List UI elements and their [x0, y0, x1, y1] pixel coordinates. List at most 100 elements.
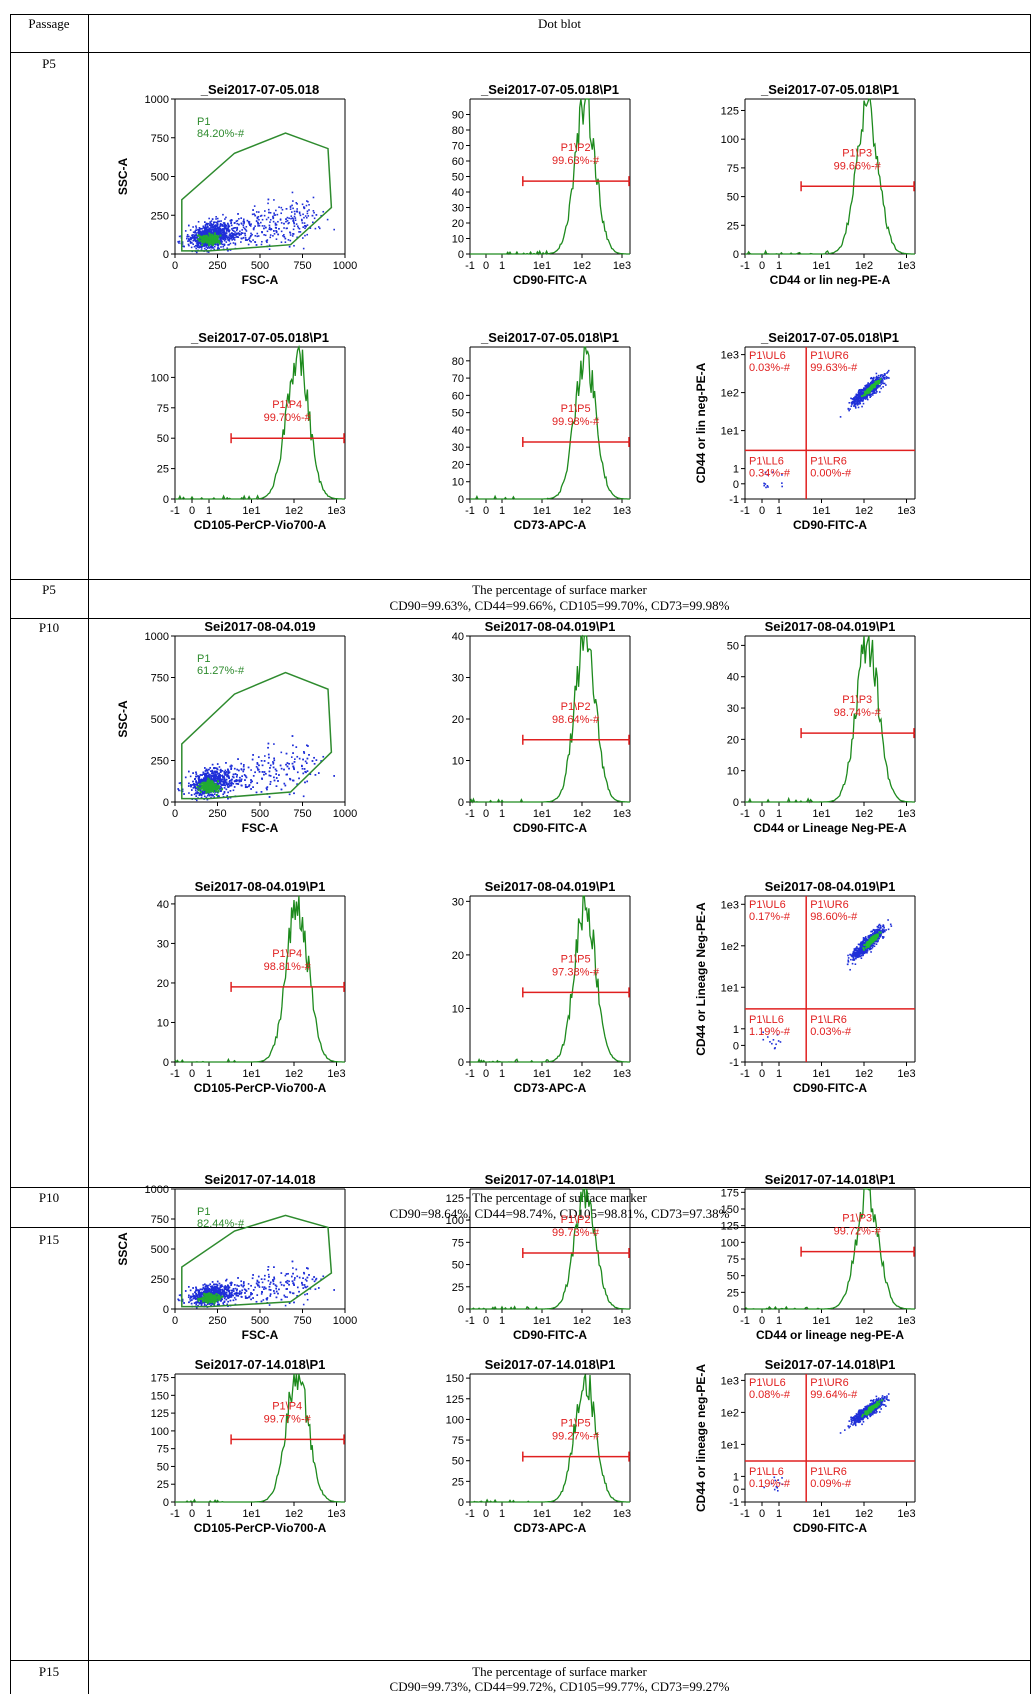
scatter-dot [269, 783, 272, 785]
scatter-dot [256, 782, 259, 784]
scatter-dense-dot [204, 239, 207, 242]
scatter-dot [233, 222, 236, 224]
scatter-dot [222, 213, 224, 216]
scatter-dense-dot [197, 789, 200, 792]
scatter-dot [222, 780, 225, 783]
scatter-dot [210, 244, 213, 247]
x-tick-label: 1000 [333, 260, 357, 272]
scatter-dot [210, 220, 213, 222]
scatter-dense-dot [210, 789, 213, 792]
y-tick-label: 30 [452, 203, 464, 215]
scatter-dot [191, 235, 194, 238]
scatter-dot [267, 753, 270, 756]
gate-value: 99.66%-# [834, 160, 882, 172]
scatter-dot [291, 735, 294, 737]
scatter-dot [269, 236, 272, 239]
quad-dot [882, 386, 884, 388]
scatter-dot [283, 782, 286, 785]
quad-dot [863, 387, 865, 389]
scatter-dot [288, 767, 290, 770]
summary-text-p15: CD90=99.73%, CD44=99.72%, CD105=99.77%, … [389, 1679, 730, 1694]
scatter-dot [299, 231, 302, 233]
scatter-dense-dot [205, 235, 208, 238]
scatter-dot [222, 783, 224, 786]
scatter-dot [231, 236, 234, 239]
quad-dense-dot [864, 393, 867, 396]
scatter-dot [275, 209, 277, 212]
scatter-dot [221, 225, 224, 227]
scatter-dot [216, 777, 219, 780]
gate-name: P1\P5 [561, 953, 591, 965]
scatter-dot [211, 770, 214, 773]
quad-dot [852, 398, 854, 401]
histogram-line [470, 346, 630, 500]
scatter-dot [288, 793, 291, 796]
scatter-dot [203, 243, 206, 245]
scatter-dot [245, 776, 248, 779]
scatter-dot [198, 775, 201, 778]
scatter-dot [189, 784, 192, 786]
scatter-dot [225, 236, 228, 239]
scatter-dot [273, 776, 275, 779]
quad-dot [860, 957, 863, 960]
scatter-dot [267, 742, 270, 745]
scatter-dot [227, 244, 229, 246]
quad-dot [764, 471, 767, 474]
y-tick-label: 40 [157, 899, 169, 911]
x-tick-label: 1e1 [812, 808, 830, 820]
scatter-dot [251, 758, 254, 761]
scatter-dot [207, 234, 209, 237]
scatter-dot [208, 794, 211, 797]
gate-name: P1\P3 [842, 694, 872, 706]
scatter-dot [268, 756, 270, 759]
header-passage: Passage [28, 16, 70, 31]
scatter-dot [235, 233, 238, 236]
histogram-plot: _Sei2017-07-05.018\P1CD105-PerCP-Vio700-… [151, 330, 346, 532]
scatter-dot [263, 225, 266, 227]
scatter-dot [296, 783, 298, 785]
scatter-dot [240, 223, 243, 225]
y-axis-label: SSC-A [116, 700, 130, 738]
scatter-dot [266, 786, 269, 788]
scatter-dot [188, 240, 190, 242]
scatter-dense-dot [207, 777, 210, 780]
quad-dot [859, 391, 861, 394]
scatter-dot [287, 239, 290, 241]
scatter-dense-dot [217, 780, 220, 783]
scatter-dot [211, 775, 214, 778]
scatter-dot [280, 230, 283, 233]
scatter-dot [204, 772, 206, 775]
scatter-dot [223, 780, 226, 783]
scatter-dot [220, 778, 222, 781]
x-tick-label: 1e3 [613, 260, 631, 272]
scatter-dot [213, 779, 216, 782]
scatter-dot [295, 201, 298, 204]
scatter-dot [288, 217, 290, 220]
scatter-dot [244, 234, 247, 237]
scatter-dot [214, 231, 216, 233]
scatter-dot [255, 791, 258, 794]
y-tick-label: 0 [733, 479, 739, 491]
x-tick-label: 1e2 [573, 1068, 591, 1080]
scatter-dot [216, 222, 219, 225]
scatter-dot [270, 228, 273, 231]
scatter-dot [298, 212, 301, 215]
scatter-dot [304, 781, 306, 784]
quad-dot [886, 372, 888, 374]
quad-dot [856, 394, 858, 397]
quad-dot [866, 949, 868, 951]
scatter-dot [268, 228, 271, 230]
scatter-dot [242, 765, 245, 768]
scatter-dot [221, 778, 224, 780]
quad-dense-dot [869, 388, 872, 391]
x-tick-label: 1e2 [285, 1068, 303, 1080]
quad-dense-dot [876, 381, 879, 384]
scatter-dot [217, 791, 219, 794]
gate-name: P1\P4 [272, 399, 302, 411]
scatter-dot [250, 234, 252, 237]
x-tick-label: -1 [740, 1068, 750, 1080]
scatter-dot [220, 236, 222, 239]
scatter-dot [302, 795, 305, 798]
scatter-dot [268, 224, 271, 227]
scatter-dot [196, 232, 198, 234]
